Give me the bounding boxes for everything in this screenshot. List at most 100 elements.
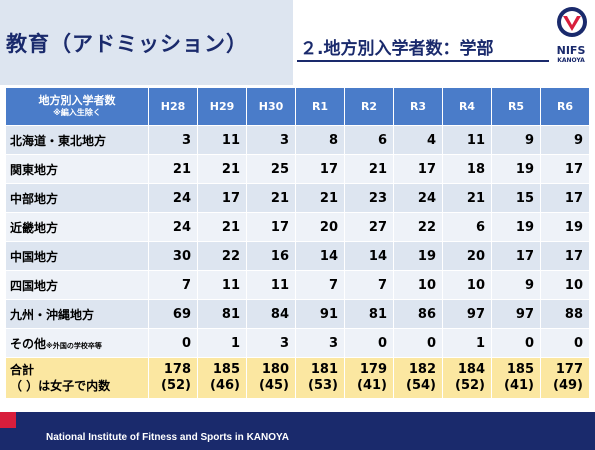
table-cell: 6 (442, 212, 492, 242)
page-title: 教育（アドミッション） (6, 32, 248, 56)
table-cell: 14 (344, 241, 394, 271)
total-label: 合計 （ ）は女子で内数 (5, 357, 149, 399)
table-cell: 20 (442, 241, 492, 271)
table-cell: 9 (491, 125, 541, 155)
table-cell: 18 (442, 154, 492, 184)
table-cell: 25 (246, 154, 296, 184)
total-value: 178 (163, 362, 191, 377)
row-label-text: 関東地方 (10, 162, 59, 177)
table-cell: 17 (295, 154, 345, 184)
column-header: R6 (540, 87, 590, 126)
female-value: (45) (259, 378, 289, 393)
page-subtitle: ２.地方別入学者数：学部 (300, 39, 494, 59)
row-label-text: 近畿地方 (10, 220, 59, 235)
row-label: 近畿地方 (5, 212, 149, 242)
table-cell: 24 (148, 212, 198, 242)
table-row: その他※外国の学校卒等 0 1 3 3 0 0 1 0 0 (5, 328, 590, 358)
table-cell: 17 (540, 154, 590, 184)
total-cell: 185 (46) (197, 357, 247, 399)
column-header: R1 (295, 87, 345, 126)
female-value: (41) (357, 378, 387, 393)
table-row: 北海道・東北地方 3 11 3 8 6 4 11 9 9 (5, 125, 590, 155)
row-label: 中国地方 (5, 241, 149, 271)
table-cell: 84 (246, 299, 296, 329)
total-row: 合計（ ）は女子で内数 178 (52) 185 (46) 180 (45) 181 (53) 1… (5, 357, 590, 399)
table-cell: 30 (148, 241, 198, 271)
table-cell: 0 (148, 328, 198, 358)
table-cell: 17 (246, 212, 296, 242)
table-cell: 23 (344, 183, 394, 213)
table-row: 中部地方 24 17 21 21 23 24 21 15 17 (5, 183, 590, 213)
logo-subtext: KANOYA (557, 57, 585, 64)
table-cell: 21 (344, 154, 394, 184)
footer-accent-red (0, 412, 16, 428)
column-header: R5 (491, 87, 541, 126)
table-cell: 17 (197, 183, 247, 213)
logo-text: NIFS (556, 44, 586, 57)
table-row: 関東地方 21 21 25 17 21 17 18 19 17 (5, 154, 590, 184)
table-row: 九州・沖縄地方 69 81 84 91 81 86 97 97 88 (5, 299, 590, 329)
table-cell: 17 (540, 241, 590, 271)
total-cell: 180 (45) (246, 357, 296, 399)
total-value: 181 (310, 362, 338, 377)
column-header: R3 (393, 87, 443, 126)
table-cell: 11 (442, 125, 492, 155)
table-cell: 24 (393, 183, 443, 213)
table-cell: 19 (491, 154, 541, 184)
table-cell: 7 (148, 270, 198, 300)
row-label: 中部地方 (5, 183, 149, 213)
table-cell: 81 (197, 299, 247, 329)
table-cell: 3 (246, 328, 296, 358)
row-label: その他※外国の学校卒等 (5, 328, 149, 358)
total-cell: 177 (49) (540, 357, 590, 399)
table-cell: 11 (197, 125, 247, 155)
table-cell: 10 (442, 270, 492, 300)
total-label-note: （ ）は女子で内数 (10, 379, 111, 393)
row-label: 北海道・東北地方 (5, 125, 149, 155)
row-label: 四国地方 (5, 270, 149, 300)
row-label-text: 中部地方 (10, 191, 59, 206)
table-cell: 11 (246, 270, 296, 300)
table-cell: 9 (540, 125, 590, 155)
table-cell: 16 (246, 241, 296, 271)
female-value: (52) (455, 378, 485, 393)
table-cell: 21 (197, 154, 247, 184)
table-cell: 6 (344, 125, 394, 155)
table-cell: 21 (197, 212, 247, 242)
female-value: (41) (504, 378, 534, 393)
table-cell: 10 (393, 270, 443, 300)
table-cell: 81 (344, 299, 394, 329)
table-cell: 17 (491, 241, 541, 271)
total-value: 177 (555, 362, 583, 377)
row-label-note: ※外国の学校卒等 (46, 341, 102, 350)
female-value: (53) (308, 378, 338, 393)
table-cell: 21 (246, 183, 296, 213)
table-cell: 22 (197, 241, 247, 271)
female-value: (49) (553, 378, 583, 393)
table-cell: 19 (491, 212, 541, 242)
table-cell: 17 (540, 183, 590, 213)
table-body: 北海道・東北地方 3 11 3 8 6 4 11 9 9 関東地方 21 21 25 17 21 17 18 19 1… (5, 125, 590, 399)
table-row: 四国地方 7 11 11 7 7 10 10 9 10 (5, 270, 590, 300)
row-label-text: 北海道・東北地方 (10, 133, 107, 148)
table-cell: 88 (540, 299, 590, 329)
table-cell: 10 (540, 270, 590, 300)
table-cell: 19 (540, 212, 590, 242)
row-label-text: 九州・沖縄地方 (10, 307, 95, 322)
row-label-text: 四国地方 (10, 278, 59, 293)
total-value: 185 (506, 362, 534, 377)
footer-bar: National Institute of Fitness and Sports… (16, 428, 595, 450)
table-cell: 9 (491, 270, 541, 300)
table-cell: 86 (393, 299, 443, 329)
total-cell: 179 (41) (344, 357, 394, 399)
table-cell: 97 (442, 299, 492, 329)
column-header: H28 (148, 87, 198, 126)
column-header: R4 (442, 87, 492, 126)
total-cell: 178 (52) (148, 357, 198, 399)
row-label: 関東地方 (5, 154, 149, 184)
footer-stripe (16, 412, 595, 428)
table-cell: 19 (393, 241, 443, 271)
table-cell: 17 (393, 154, 443, 184)
total-cell: 181 (53) (295, 357, 345, 399)
table-row: 近畿地方 24 21 17 20 27 22 6 19 19 (5, 212, 590, 242)
